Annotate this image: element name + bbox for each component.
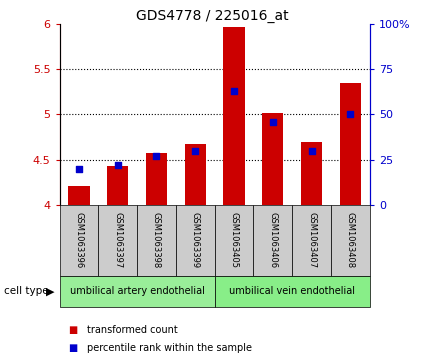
Bar <box>331 205 370 276</box>
Text: GSM1063407: GSM1063407 <box>307 212 316 269</box>
Bar <box>262 113 283 205</box>
Bar <box>301 142 322 205</box>
Text: GSM1063405: GSM1063405 <box>230 212 238 269</box>
Bar <box>340 83 361 205</box>
Text: ■: ■ <box>68 325 77 335</box>
Bar <box>224 27 245 205</box>
Text: umbilical artery endothelial: umbilical artery endothelial <box>70 286 204 296</box>
Point <box>192 148 198 154</box>
Bar <box>292 205 331 276</box>
Text: transformed count: transformed count <box>87 325 178 335</box>
Bar <box>215 276 370 307</box>
Text: GDS4778 / 225016_at: GDS4778 / 225016_at <box>136 9 289 23</box>
Text: ■: ■ <box>68 343 77 353</box>
Text: GSM1063399: GSM1063399 <box>191 212 200 269</box>
Point <box>76 166 82 172</box>
Text: umbilical vein endothelial: umbilical vein endothelial <box>229 286 355 296</box>
Bar <box>184 144 206 205</box>
Point <box>347 111 354 117</box>
Point <box>308 148 315 154</box>
Text: GSM1063408: GSM1063408 <box>346 212 355 269</box>
Bar <box>137 205 176 276</box>
Point <box>114 162 121 168</box>
Text: GSM1063406: GSM1063406 <box>268 212 277 269</box>
Text: percentile rank within the sample: percentile rank within the sample <box>87 343 252 353</box>
Bar <box>60 205 98 276</box>
Text: ▶: ▶ <box>45 286 54 296</box>
Bar <box>60 276 215 307</box>
Bar <box>215 205 253 276</box>
Text: GSM1063397: GSM1063397 <box>113 212 122 269</box>
Point <box>269 119 276 125</box>
Point <box>231 88 238 94</box>
Bar <box>98 205 137 276</box>
Bar <box>146 153 167 205</box>
Text: GSM1063396: GSM1063396 <box>74 212 83 269</box>
Text: GSM1063398: GSM1063398 <box>152 212 161 269</box>
Text: cell type: cell type <box>4 286 49 296</box>
Bar <box>253 205 292 276</box>
Bar <box>176 205 215 276</box>
Bar <box>68 186 90 205</box>
Bar <box>107 166 128 205</box>
Point <box>153 153 160 159</box>
